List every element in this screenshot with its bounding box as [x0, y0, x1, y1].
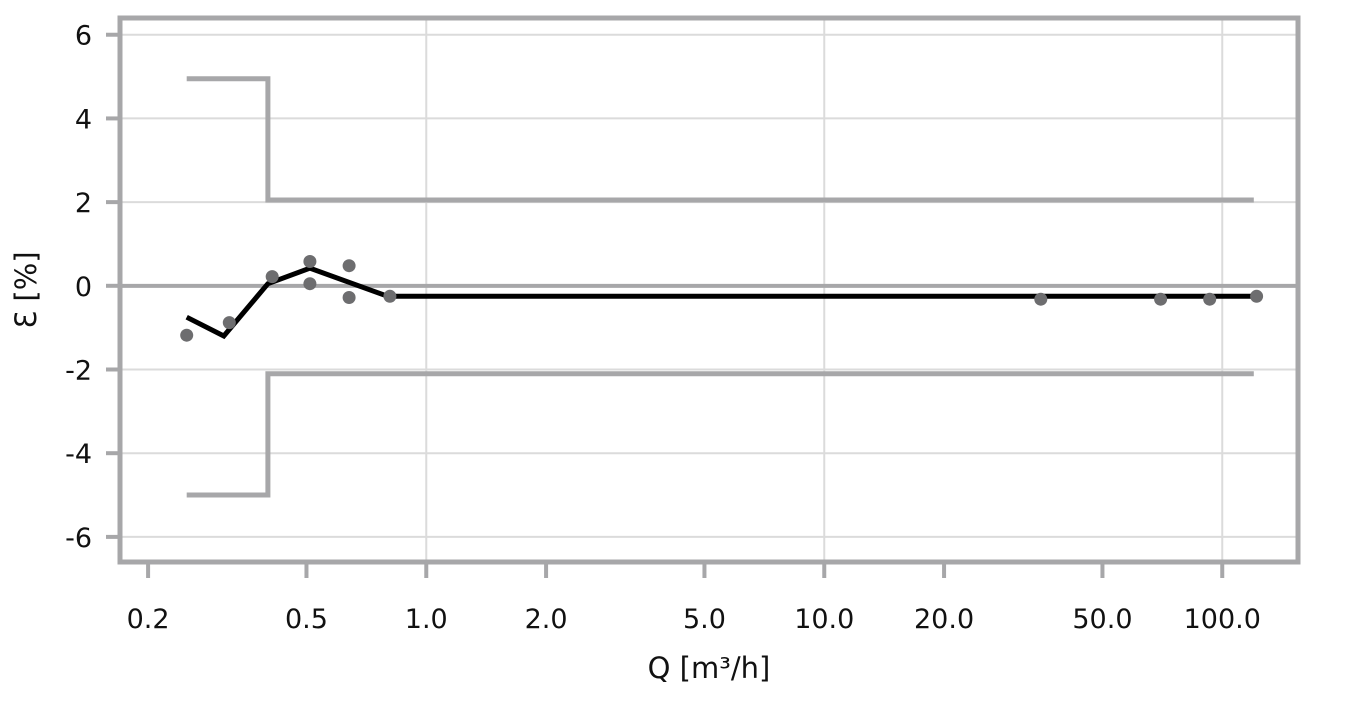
- x-tick-label: 100.0: [1184, 604, 1261, 635]
- x-tick-label: 50.0: [1072, 604, 1132, 635]
- x-tick-label: 10.0: [794, 604, 854, 635]
- measured-point: [303, 255, 317, 268]
- x-tick-label: 1.0: [405, 604, 448, 635]
- y-tick-label: 2: [75, 188, 92, 219]
- frame-layer: [117, 15, 1301, 565]
- measured-point: [303, 277, 317, 291]
- measured-point: [1034, 292, 1048, 306]
- x-tick-label: 0.2: [127, 604, 170, 635]
- labels-layer: Q [m³/h] Ɛ [%] 6 4 2 0 -2 -4 -6 0.2 0.5 1.0 2.0 5.0…: [9, 21, 1261, 685]
- y-tick-label: -6: [65, 523, 92, 554]
- measured-point: [342, 259, 356, 273]
- measured-point: [180, 328, 194, 342]
- points-layer: [180, 255, 1264, 342]
- measured-point: [1250, 289, 1264, 303]
- y-tick-label: 4: [75, 104, 92, 135]
- measured-point: [342, 291, 356, 304]
- x-tick-label: 5.0: [683, 604, 726, 635]
- limit-lines-layer: [186, 76, 1254, 498]
- y-axis-title: Ɛ [%]: [9, 251, 43, 328]
- measured-point: [265, 270, 279, 284]
- measured-point: [222, 316, 236, 330]
- plot-frame: [117, 15, 1301, 565]
- x-tick-label: 0.5: [285, 604, 328, 635]
- y-tick-label: -2: [65, 356, 92, 387]
- upper-limit-line: [186, 76, 1254, 203]
- x-tick-label: 2.0: [525, 604, 568, 635]
- measured-point: [383, 289, 397, 303]
- ticks-layer: [106, 32, 1225, 578]
- x-tick-label: 20.0: [914, 604, 974, 635]
- measured-point: [1203, 292, 1217, 306]
- series-layer: [185, 265, 1257, 340]
- error-curve-line: [185, 265, 1257, 340]
- x-axis-title: Q [m³/h]: [648, 651, 771, 685]
- grid-layer: [120, 18, 1298, 562]
- lower-limit-line: [186, 371, 1254, 498]
- y-tick-label: 6: [75, 21, 92, 52]
- y-tick-label: -4: [65, 439, 92, 470]
- measured-point: [1154, 292, 1168, 306]
- y-tick-label: 0: [75, 272, 92, 303]
